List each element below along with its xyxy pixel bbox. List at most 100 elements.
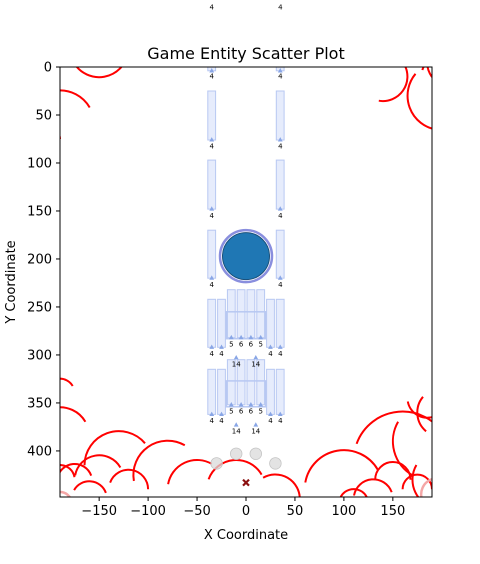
ring-arc bbox=[75, 67, 123, 79]
y-tick-label: 300 bbox=[27, 348, 52, 363]
ring-arc bbox=[411, 464, 420, 497]
ring-arc bbox=[60, 89, 91, 109]
column-bar bbox=[266, 368, 275, 415]
column-bar bbox=[207, 298, 217, 348]
spawn-marker bbox=[228, 402, 234, 407]
ring-arc bbox=[60, 377, 74, 387]
plot-area: 4 44 44 44 45 6 6 54 4 4 414 145 6 6 54 4 4 414 14 bbox=[42, 36, 432, 497]
y-tick-label: 350 bbox=[27, 396, 52, 411]
ring-arc bbox=[60, 406, 87, 423]
ring-arc bbox=[378, 67, 409, 103]
spawn-marker bbox=[219, 344, 224, 349]
column-bar bbox=[207, 368, 217, 415]
ring-arc bbox=[109, 468, 150, 490]
entity-count-label: 4 bbox=[209, 417, 214, 425]
y-tick-label: 100 bbox=[27, 156, 52, 171]
ring-arc bbox=[391, 421, 413, 477]
ring-arc bbox=[42, 36, 79, 50]
entity-count-label: 5 bbox=[258, 408, 262, 416]
spawn-marker bbox=[209, 275, 215, 280]
spawn-marker bbox=[238, 402, 244, 407]
entity-count-label: 4 bbox=[268, 417, 273, 425]
entity-count-label: 4 bbox=[209, 143, 214, 151]
entity-count-label: 6 bbox=[249, 340, 254, 348]
ring-arc bbox=[132, 439, 186, 482]
panel-outline bbox=[225, 380, 267, 408]
x-tick-label: 150 bbox=[380, 504, 405, 519]
spawn-marker bbox=[277, 411, 283, 417]
y-tick-label: 150 bbox=[27, 204, 52, 219]
x-axis-label: X Coordinate bbox=[204, 528, 288, 543]
ring-arc bbox=[83, 430, 146, 466]
panel-outline bbox=[225, 311, 267, 340]
cross-marker bbox=[242, 478, 250, 487]
ring-arc bbox=[339, 488, 368, 497]
spawn-marker bbox=[248, 334, 254, 340]
column-bar bbox=[207, 229, 217, 279]
spawn-marker bbox=[233, 422, 239, 427]
x-tick-label: −150 bbox=[81, 504, 117, 519]
spawn-marker bbox=[277, 137, 283, 142]
pellet-dot bbox=[249, 447, 263, 461]
entity-count-label: 14 bbox=[232, 428, 241, 436]
ring-arc bbox=[167, 459, 213, 485]
spawn-marker bbox=[238, 334, 244, 340]
spawn-marker bbox=[209, 344, 215, 349]
spawn-marker bbox=[209, 206, 215, 211]
ring-arc bbox=[354, 50, 372, 56]
entity-count-label: 5 bbox=[229, 340, 233, 348]
x-tick-label: 50 bbox=[287, 504, 304, 519]
spawn-marker bbox=[209, 68, 215, 73]
pellet-dot bbox=[210, 457, 223, 470]
ring-arc bbox=[73, 480, 107, 494]
pellet-dot bbox=[269, 457, 282, 470]
spawn-marker bbox=[248, 402, 254, 407]
entity-count-label: 4 bbox=[278, 281, 283, 289]
player-circle bbox=[222, 232, 270, 281]
entity-count-label: 4 bbox=[219, 350, 224, 358]
ring-arc bbox=[406, 73, 432, 130]
column-bar bbox=[275, 159, 285, 210]
x-tick-label: 100 bbox=[331, 504, 356, 519]
ring-arc bbox=[304, 449, 379, 483]
column-bar bbox=[266, 298, 275, 348]
spawn-marker bbox=[253, 355, 259, 360]
column-bar bbox=[256, 289, 266, 339]
entity-count-label: 6 bbox=[239, 408, 244, 416]
spawn-marker bbox=[277, 68, 283, 73]
entity-count-label: 6 bbox=[249, 408, 254, 416]
entity-count-label: 4 bbox=[209, 4, 214, 12]
y-tick-label: 0 bbox=[44, 61, 52, 76]
spawn-marker bbox=[277, 275, 283, 280]
column-bar bbox=[217, 368, 226, 415]
ring-arc bbox=[406, 401, 432, 419]
x-axis: −150 −100 −50 0 50 100 150 bbox=[81, 497, 405, 519]
spawn-marker bbox=[258, 334, 264, 340]
entity-count-label: 4 bbox=[278, 73, 283, 81]
ring-arc bbox=[426, 67, 432, 79]
y-tick-label: 250 bbox=[27, 300, 52, 315]
entity-count-label: 4 bbox=[268, 350, 273, 358]
entity-count-label: 14 bbox=[232, 361, 241, 369]
spawn-marker bbox=[209, 411, 215, 417]
entity-count-label: 4 bbox=[209, 281, 214, 289]
x-tick-label: −100 bbox=[130, 504, 166, 519]
spawn-marker bbox=[219, 411, 224, 417]
spawn-marker bbox=[258, 402, 264, 407]
spawn-marker bbox=[277, 206, 283, 211]
entity-count-label: 4 bbox=[278, 350, 283, 358]
column-bar bbox=[217, 298, 226, 348]
column-bar bbox=[275, 229, 285, 279]
column-bar bbox=[236, 289, 246, 339]
ring-arc bbox=[60, 464, 76, 478]
y-tick-label: 50 bbox=[35, 108, 52, 123]
spawn-marker bbox=[209, 137, 215, 142]
spawn-marker bbox=[233, 355, 239, 360]
entity-count-label: 4 bbox=[219, 417, 224, 425]
column-bar bbox=[246, 289, 256, 339]
entity-count-label: 5 bbox=[229, 408, 233, 416]
column-bar bbox=[226, 289, 236, 339]
entity-count-label: 14 bbox=[251, 361, 260, 369]
spawn-marker bbox=[268, 344, 273, 349]
